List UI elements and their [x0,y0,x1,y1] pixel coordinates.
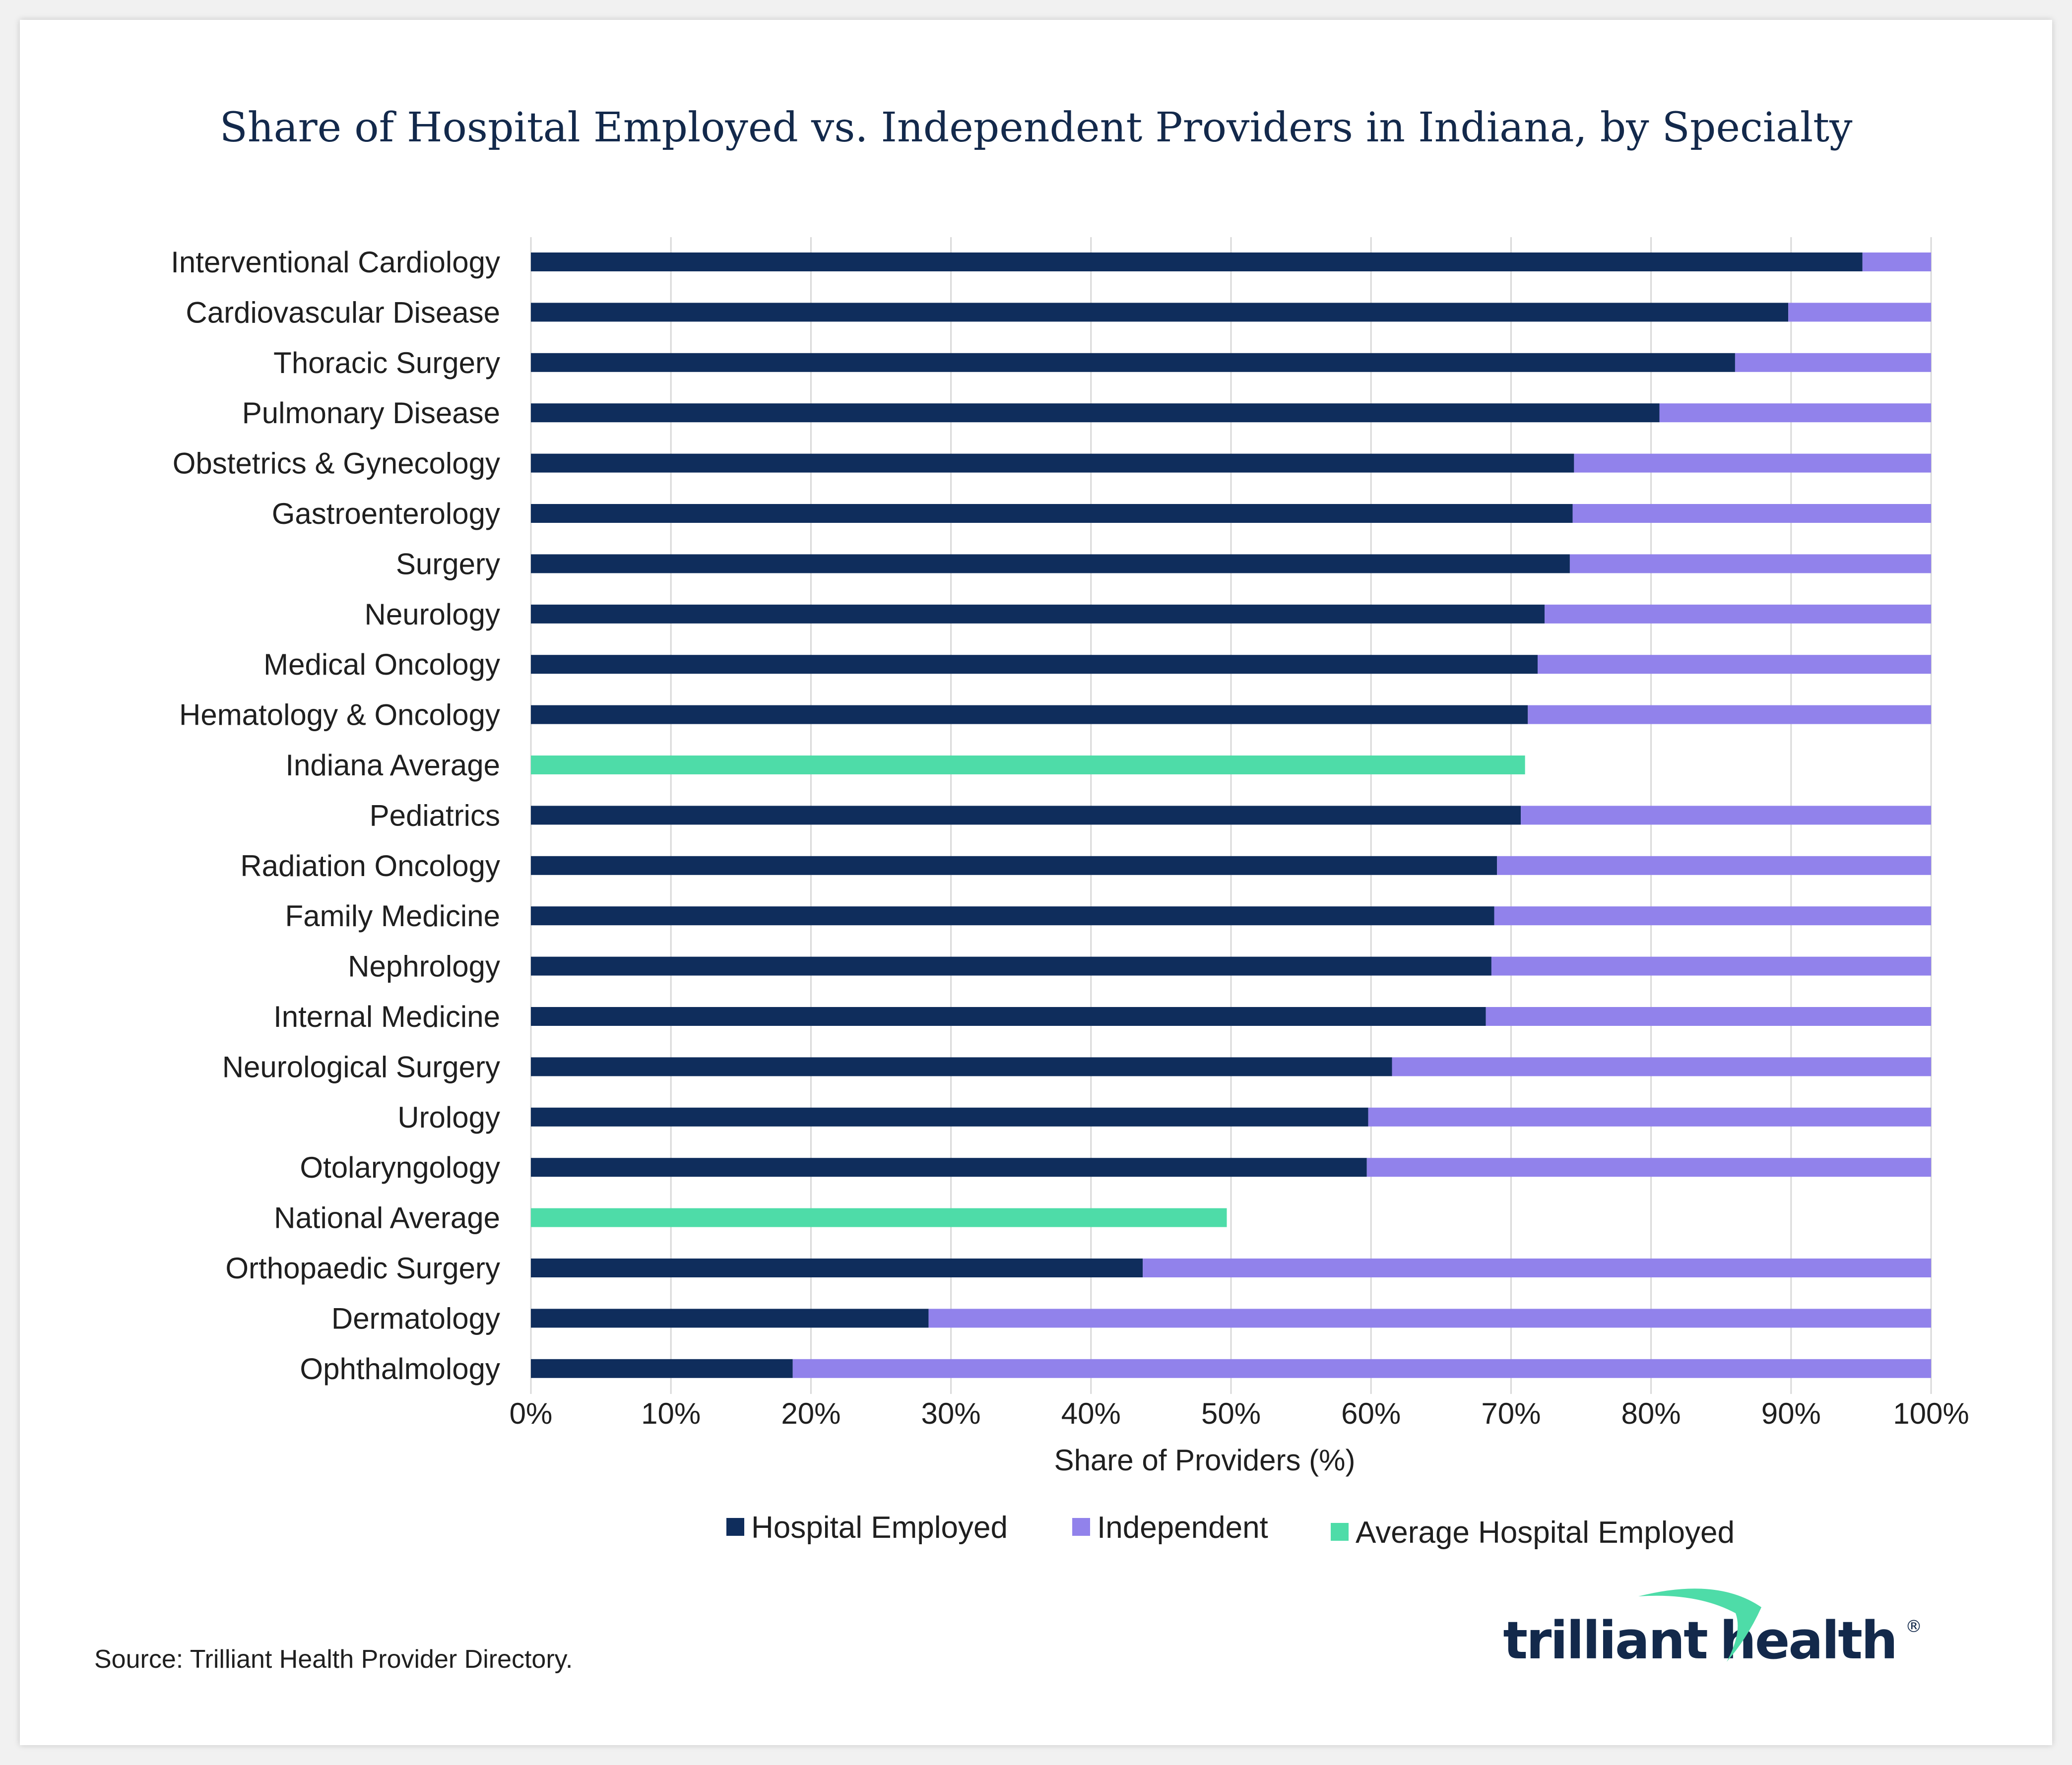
category-label-gastroenterology: Gastroenterology [272,497,500,530]
x-tick-90: 90% [1761,1397,1821,1430]
bar-ophthalmology-hospital-employed [531,1359,793,1378]
category-label-surgery: Surgery [396,547,500,580]
logo-swoosh-icon [1638,1588,1761,1662]
bar-thoracic-surgery-independent [1735,353,1931,372]
legend-label-hospital-employed: Hospital Employed [751,1511,1008,1545]
x-tick-80: 80% [1621,1397,1681,1430]
bar-radiation-oncology-hospital-employed [531,856,1497,875]
bar-interventional-cardiology-hospital-employed [531,252,1863,271]
bar-radiation-oncology-independent [1497,856,1931,875]
x-axis-title: Share of Providers (%) [1054,1444,1356,1477]
category-label-interventional-cardiology: Interventional Cardiology [171,246,500,279]
bar-cardiovascular-disease-independent [1788,303,1931,322]
category-label-thoracic-surgery: Thoracic Surgery [273,346,500,379]
bar-pulmonary-disease-independent [1659,403,1931,423]
bar-dermatology-independent [928,1309,1931,1328]
category-label-cardiovascular-disease: Cardiovascular Disease [186,296,500,329]
logo-registered-mark: ® [1905,1617,1922,1637]
category-label-pediatrics: Pediatrics [370,799,500,832]
legend-label-average-hospital-employed: Average Hospital Employed [1356,1515,1735,1550]
chart-card: Share of Hospital Employed vs. Independe… [20,20,2052,1745]
category-label-radiation-oncology: Radiation Oncology [240,849,500,882]
bar-internal-medicine-independent [1486,1007,1931,1026]
bar-medical-oncology-independent [1538,655,1931,674]
x-tick-60: 60% [1341,1397,1401,1430]
category-label-neurological-surgery: Neurological Surgery [222,1050,500,1083]
logo-text-trilliant: trilliant [1503,1610,1707,1671]
category-label-otolaryngology: Otolaryngology [300,1151,500,1184]
category-label-family-medicine: Family Medicine [285,899,500,933]
x-tick-40: 40% [1061,1397,1121,1430]
category-label-hematology-and-oncology: Hematology & Oncology [179,698,500,732]
bar-family-medicine-hospital-employed [531,906,1494,926]
x-tick-70: 70% [1481,1397,1541,1430]
bar-nephrology-independent [1491,956,1931,976]
bar-dermatology-hospital-employed [531,1309,929,1328]
bar-pediatrics-hospital-employed [531,806,1521,825]
legend-swatch-hospital-employed [726,1518,744,1536]
bar-interventional-cardiology-independent [1862,252,1931,271]
x-tick-50: 50% [1201,1397,1261,1430]
bar-hematology-and-oncology-independent [1528,705,1931,724]
category-label-internal-medicine: Internal Medicine [273,1000,500,1033]
bar-neurological-surgery-independent [1392,1057,1931,1076]
x-tick-100: 100% [1893,1397,1969,1430]
bar-cardiovascular-disease-hospital-employed [531,303,1789,322]
x-tick-labels: 0% 10% 20% 30% 40% 50% 60% 70% 80% 90% 100% [510,1397,1969,1430]
bar-neurology-independent [1545,604,1931,624]
bar-otolaryngology-hospital-employed [531,1158,1367,1177]
bar-obstetrics-and-gynecology-hospital-employed [531,453,1574,473]
category-label-dermatology: Dermatology [331,1302,500,1335]
bar-surgery-independent [1569,554,1931,573]
chart-title: Share of Hospital Employed vs. Independe… [220,104,1853,151]
bar-thoracic-surgery-hospital-employed [531,353,1735,372]
bar-internal-medicine-hospital-employed [531,1007,1486,1026]
bar-gastroenterology-hospital-employed [531,504,1573,523]
bar-urology-hospital-employed [531,1107,1368,1127]
category-label-indiana-average: Indiana Average [285,749,500,782]
category-label-pulmonary-disease: Pulmonary Disease [242,396,500,430]
x-tick-0: 0% [510,1397,553,1430]
source-note: Source: Trilliant Health Provider Direct… [94,1645,573,1674]
category-label-medical-oncology: Medical Oncology [263,648,500,681]
bar-national-average-average-hospital-employed [531,1208,1227,1227]
bar-urology-independent [1368,1107,1931,1127]
bar-obstetrics-and-gynecology-independent [1574,453,1931,473]
category-label-obstetrics-and-gynecology: Obstetrics & Gynecology [173,447,500,480]
bar-surgery-hospital-employed [531,554,1570,573]
legend-swatch-average-hospital-employed [1331,1523,1349,1541]
legend: Hospital Employed Independent Average Hosp… [726,1511,1735,1550]
bar-pulmonary-disease-hospital-employed [531,403,1660,423]
trilliant-health-logo: trilliant health ® [1503,1588,1922,1671]
bar-medical-oncology-hospital-employed [531,655,1538,674]
bar-orthopaedic-surgery-independent [1143,1259,1931,1277]
category-label-national-average: National Average [274,1201,500,1235]
category-label-nephrology: Nephrology [348,950,500,983]
bar-indiana-average-average-hospital-employed [531,756,1525,774]
legend-swatch-independent [1072,1518,1090,1536]
bar-gastroenterology-independent [1572,504,1931,523]
x-tick-30: 30% [921,1397,981,1430]
bar-hematology-and-oncology-hospital-employed [531,705,1528,724]
bar-pediatrics-independent [1521,806,1931,825]
x-tick-20: 20% [781,1397,841,1430]
category-label-urology: Urology [397,1101,500,1134]
bar-nephrology-hospital-employed [531,956,1491,976]
category-label-neurology: Neurology [365,598,501,631]
bar-ophthalmology-independent [792,1359,1932,1378]
bar-neurology-hospital-employed [531,604,1545,624]
category-label-ophthalmology: Ophthalmology [300,1352,500,1386]
x-tick-10: 10% [641,1397,701,1430]
category-label-orthopaedic-surgery: Orthopaedic Surgery [225,1252,500,1285]
bars [531,252,1932,1378]
bar-family-medicine-independent [1494,906,1931,926]
bar-otolaryngology-independent [1366,1158,1931,1177]
chart: Share of Hospital Employed vs. Independe… [94,104,1969,1674]
bar-neurological-surgery-hospital-employed [531,1057,1392,1076]
category-labels: Interventional Cardiology Cardiovascular … [171,246,500,1386]
legend-label-independent: Independent [1097,1511,1268,1545]
bar-orthopaedic-surgery-hospital-employed [531,1259,1143,1277]
